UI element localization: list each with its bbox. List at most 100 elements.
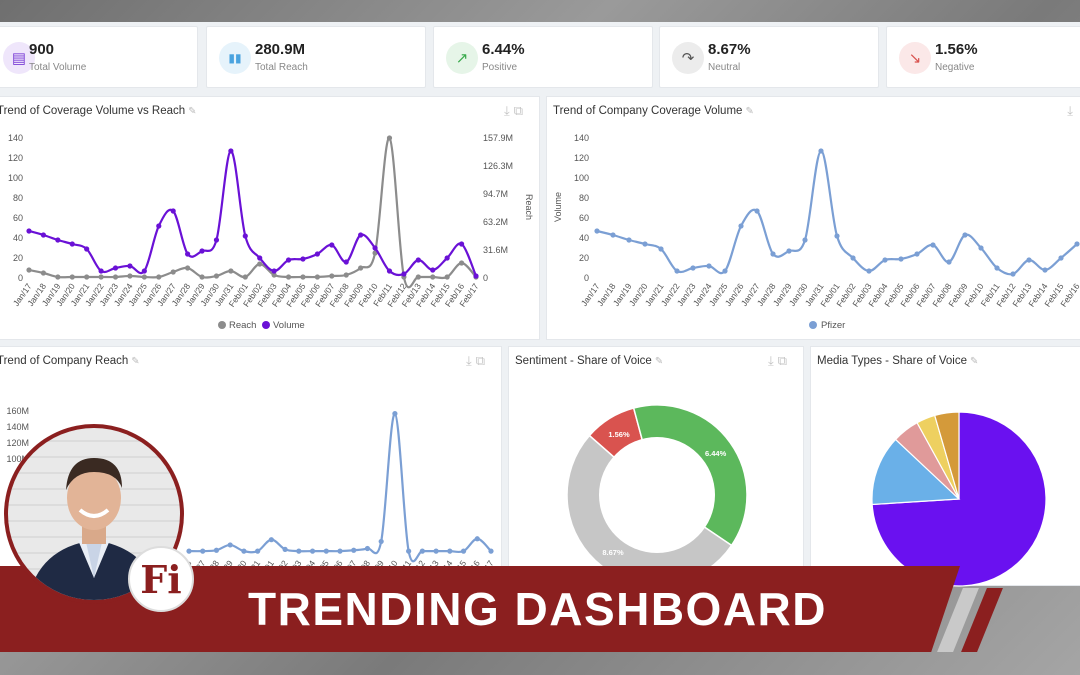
kpi-total-reach[interactable]: ▮▮ 280.9M Total Reach xyxy=(206,26,426,88)
data-point xyxy=(488,548,494,554)
panel-media-types: Media Types - Share of Voice✎ dcastPrint… xyxy=(810,346,1080,587)
data-point xyxy=(706,263,712,269)
kpi-value: 6.44% xyxy=(482,41,525,58)
data-point xyxy=(674,268,680,274)
data-point xyxy=(300,256,306,262)
data-point xyxy=(141,268,147,274)
kpi-label: Positive xyxy=(482,62,518,73)
panel-title: Sentiment - Share of Voice xyxy=(515,355,652,367)
y2-axis-label: Reach xyxy=(524,194,534,220)
company-volume-chart: 020406080100120140Jan/17Jan/18Jan/19Jan/… xyxy=(553,133,1080,331)
coverage-reach-chart: 0 20 40 60 80 100 120 140 0 31.6M 63.2M 94.7M 126.3M… xyxy=(8,133,534,331)
y-tick-label: 120M xyxy=(6,438,29,448)
panel-tools: ⤓⧉ xyxy=(504,103,527,119)
y-axis-label: Volume xyxy=(553,192,563,222)
data-point xyxy=(850,255,856,261)
data-point xyxy=(40,232,47,238)
y-tick-label: 100 xyxy=(574,173,589,183)
legend-label-reach: Reach xyxy=(229,320,256,331)
external-link-icon[interactable]: ⧉ xyxy=(777,353,791,368)
download-icon[interactable]: ⤓ xyxy=(1067,103,1077,118)
data-point xyxy=(257,261,263,267)
logo-text: Fi xyxy=(140,556,182,602)
data-point xyxy=(200,548,206,554)
data-point xyxy=(386,268,393,274)
y-tick-label: 40 xyxy=(13,233,23,243)
download-icon[interactable]: ⤓ xyxy=(465,353,476,368)
y-tick-label: 140 xyxy=(574,133,589,143)
data-point xyxy=(786,248,792,254)
data-point xyxy=(271,272,277,278)
data-point xyxy=(882,257,888,263)
data-point xyxy=(127,263,133,269)
data-point xyxy=(300,274,306,280)
series-line-volume xyxy=(28,149,478,277)
data-point xyxy=(285,257,292,263)
data-point xyxy=(285,274,292,280)
panel-tools: ⤓⧉ xyxy=(768,353,791,369)
y2-tick-label: 0 xyxy=(483,273,488,283)
panel-tools: ⤓ xyxy=(1067,103,1077,119)
download-icon[interactable]: ⤓ xyxy=(503,103,514,118)
external-link-icon[interactable]: ⧉ xyxy=(475,353,489,368)
y-tick-label: 140 xyxy=(8,133,23,143)
kpi-negative[interactable]: ↘ 1.56% Negative xyxy=(886,26,1080,88)
data-point xyxy=(444,255,450,261)
data-point xyxy=(1026,257,1032,263)
slice-label: 1.56% xyxy=(608,430,630,439)
data-point xyxy=(358,232,364,238)
y-tick-label: 60 xyxy=(579,213,589,223)
y-tick-label: 60 xyxy=(13,213,23,223)
document-icon: ▤ xyxy=(3,42,35,74)
data-point xyxy=(127,273,133,279)
y-tick-label: 120 xyxy=(8,153,23,163)
data-point xyxy=(26,228,32,234)
data-point xyxy=(26,267,32,273)
data-point xyxy=(185,251,191,257)
data-point xyxy=(447,548,453,554)
data-point xyxy=(255,548,261,554)
data-point xyxy=(112,265,119,271)
data-point xyxy=(1058,255,1064,261)
data-point xyxy=(358,265,364,271)
data-point xyxy=(474,536,480,542)
data-point xyxy=(343,272,349,278)
data-point xyxy=(914,251,920,257)
data-point xyxy=(69,241,75,247)
edit-icon[interactable]: ✎ xyxy=(188,106,197,117)
data-point xyxy=(242,274,248,280)
y-tick-label: 0 xyxy=(584,273,589,283)
data-point xyxy=(40,270,47,276)
data-point xyxy=(156,223,162,229)
data-point xyxy=(866,268,872,274)
data-point xyxy=(337,548,343,554)
kpi-positive[interactable]: ↗ 6.44% Positive xyxy=(433,26,653,88)
data-point xyxy=(406,548,412,554)
kpi-neutral[interactable]: ↷ 8.67% Neutral xyxy=(659,26,879,88)
data-point xyxy=(722,268,728,274)
edit-icon[interactable]: ✎ xyxy=(970,356,979,367)
slice-label: 6.44% xyxy=(705,449,727,458)
panel-title: Trend of Company Reach xyxy=(0,355,129,367)
legend-marker-reach xyxy=(218,321,226,329)
pie-slice xyxy=(933,411,960,500)
data-point xyxy=(1042,267,1048,273)
kpi-total-volume[interactable]: ▤ 900 Total Volume xyxy=(0,26,198,88)
data-point xyxy=(185,265,191,271)
download-icon[interactable]: ⤓ xyxy=(767,353,778,368)
edit-icon[interactable]: ✎ xyxy=(654,356,664,367)
edit-icon[interactable]: ✎ xyxy=(745,106,754,117)
data-point xyxy=(401,271,407,277)
data-point xyxy=(213,273,220,279)
media-types-pie-chart: dcastPrintBlog xyxy=(871,411,1047,587)
y-tick-label: 100M xyxy=(6,454,29,464)
data-point xyxy=(392,411,398,417)
edit-icon[interactable]: ✎ xyxy=(131,356,140,367)
bar-chart-icon: ▮▮ xyxy=(219,42,251,74)
panel-title: Trend of Company Coverage Volume xyxy=(553,105,743,117)
data-point xyxy=(257,255,263,261)
data-point xyxy=(372,245,378,251)
external-link-icon[interactable]: ⧉ xyxy=(513,103,527,118)
data-point xyxy=(444,274,450,280)
data-point xyxy=(55,237,61,243)
